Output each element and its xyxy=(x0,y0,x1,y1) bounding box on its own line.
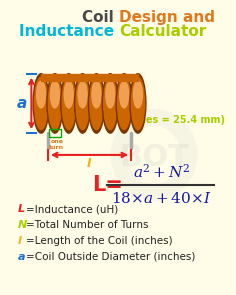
Text: Calculator: Calculator xyxy=(119,24,206,39)
Text: =Length of the Coil (inches): =Length of the Coil (inches) xyxy=(26,236,173,246)
FancyBboxPatch shape xyxy=(41,74,138,81)
Text: N: N xyxy=(17,220,27,230)
Ellipse shape xyxy=(62,77,75,130)
Text: Inductance: Inductance xyxy=(19,24,119,39)
Text: $18{\times}a+40{\times}I$: $18{\times}a+40{\times}I$ xyxy=(111,191,212,206)
Text: Design and: Design and xyxy=(119,10,215,25)
Ellipse shape xyxy=(61,74,77,133)
Ellipse shape xyxy=(33,74,49,133)
Ellipse shape xyxy=(51,81,59,108)
Text: $a^2+N^2$: $a^2+N^2$ xyxy=(133,163,190,181)
Ellipse shape xyxy=(48,77,62,130)
Ellipse shape xyxy=(47,74,63,133)
Text: (1 inches = 25.4 mm): (1 inches = 25.4 mm) xyxy=(108,115,225,125)
Ellipse shape xyxy=(116,74,132,133)
Text: =Coil Outside Diameter (inches): =Coil Outside Diameter (inches) xyxy=(26,252,195,262)
Text: BOT: BOT xyxy=(119,143,189,172)
Ellipse shape xyxy=(104,77,117,130)
Ellipse shape xyxy=(131,77,144,130)
Text: a: a xyxy=(17,96,27,111)
Ellipse shape xyxy=(78,81,87,108)
Ellipse shape xyxy=(102,74,118,133)
Ellipse shape xyxy=(37,81,46,108)
Text: a: a xyxy=(17,252,25,262)
Text: =Inductance (uH): =Inductance (uH) xyxy=(26,204,118,214)
Text: L=: L= xyxy=(92,175,123,195)
Ellipse shape xyxy=(92,81,101,108)
Text: =Total Number of Turns: =Total Number of Turns xyxy=(26,220,148,230)
Ellipse shape xyxy=(90,77,103,130)
Text: L: L xyxy=(17,204,25,214)
Ellipse shape xyxy=(64,81,73,108)
Ellipse shape xyxy=(133,81,143,108)
Ellipse shape xyxy=(76,77,89,130)
Ellipse shape xyxy=(118,77,131,130)
Ellipse shape xyxy=(106,81,115,108)
Ellipse shape xyxy=(34,77,48,130)
Text: one
turn: one turn xyxy=(49,139,64,150)
Text: Coil: Coil xyxy=(82,10,119,25)
Text: I: I xyxy=(87,157,92,170)
Ellipse shape xyxy=(130,74,146,133)
Ellipse shape xyxy=(88,74,104,133)
Ellipse shape xyxy=(75,74,91,133)
Ellipse shape xyxy=(120,81,129,108)
Text: I: I xyxy=(17,236,22,246)
